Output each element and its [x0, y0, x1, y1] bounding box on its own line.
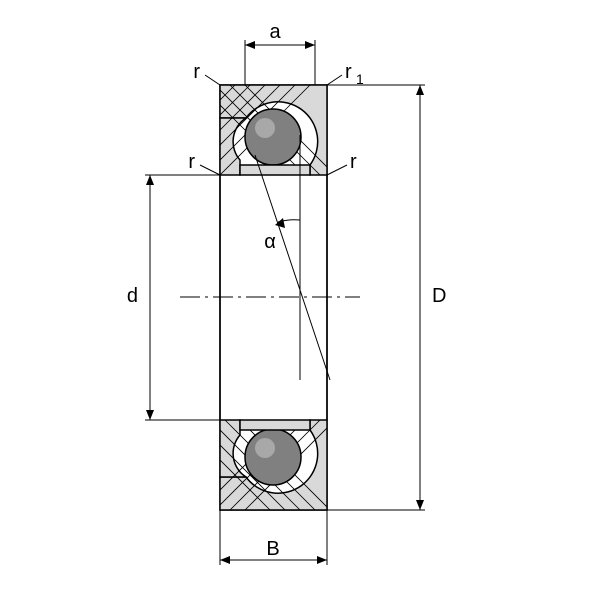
- label-D: D: [432, 285, 446, 307]
- label-r1: r 1: [345, 61, 364, 87]
- svg-text:1: 1: [356, 71, 364, 87]
- label-a: a: [269, 21, 281, 43]
- label-r-right: r: [350, 151, 357, 173]
- label-r-left: r: [188, 151, 195, 173]
- ball-top: [245, 109, 301, 165]
- label-B: B: [266, 538, 279, 560]
- contact-line-angled: [255, 155, 330, 380]
- label-alpha: α: [264, 231, 276, 253]
- dim-D: [327, 85, 425, 510]
- bearing-cross-section-diagram: a r r 1 r r α d D B: [0, 0, 600, 600]
- ball-bottom: [245, 429, 301, 485]
- svg-text:r: r: [345, 61, 352, 83]
- label-d: d: [127, 285, 138, 307]
- label-r-top-left: r: [193, 61, 200, 83]
- dim-a: [245, 40, 315, 85]
